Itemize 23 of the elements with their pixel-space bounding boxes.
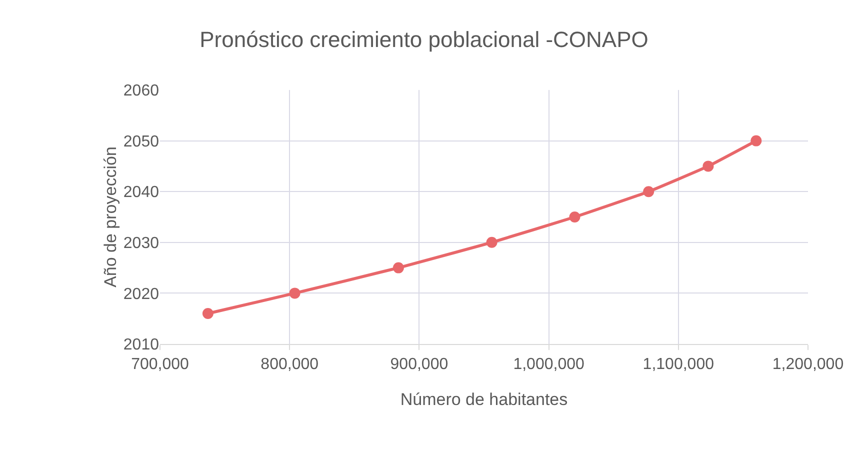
y-tick-label: 2030: [123, 235, 160, 252]
point: [486, 236, 498, 248]
x-tick-label: 1,200,000: [772, 356, 844, 374]
point: [750, 135, 762, 146]
point: [392, 262, 404, 274]
point: [202, 308, 214, 320]
x-tick-label: 1,000,000: [513, 356, 584, 374]
point: [289, 288, 300, 299]
y-axis-title: Año de proyección: [101, 146, 120, 288]
y-tick-label: 2040: [123, 184, 160, 202]
point: [569, 212, 580, 222]
x-tick-label: 700,000: [131, 356, 190, 374]
y-tick-label: 2060: [123, 82, 160, 100]
y-tick-label: 2010: [123, 336, 160, 354]
x-tick-label: 1,100,000: [642, 356, 714, 374]
chart-title: Pronóstico crecimiento poblacional -CONAPO: [200, 27, 648, 52]
y-tick-label: 2020: [123, 286, 160, 303]
point: [702, 160, 714, 172]
x-axis-title: Número de habitantes: [400, 390, 568, 409]
point: [643, 186, 654, 198]
x-tick-label: 900,000: [390, 356, 448, 374]
x-tick-label: 800,000: [260, 356, 319, 374]
y-tick-label: 2050: [123, 133, 160, 150]
